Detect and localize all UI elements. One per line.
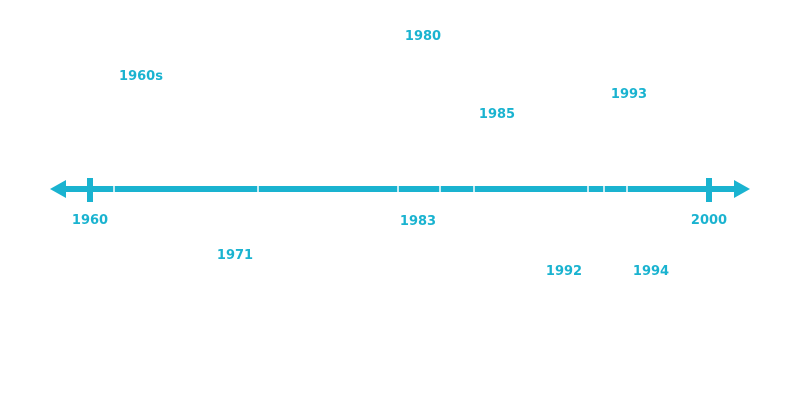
axis-end-label: 2000 bbox=[691, 213, 727, 228]
left-arrow-icon bbox=[50, 180, 66, 198]
event-label-1980: 1980 bbox=[405, 29, 441, 44]
event-label-1971: 1971 bbox=[217, 248, 253, 263]
event-label-1994: 1994 bbox=[633, 264, 669, 279]
event-label-1960s: 1960s bbox=[119, 69, 163, 84]
minor-ticks bbox=[113, 186, 628, 192]
event-label-1992: 1992 bbox=[546, 264, 582, 279]
event-label-1993: 1993 bbox=[611, 87, 647, 102]
event-label-1985: 1985 bbox=[479, 107, 515, 122]
start-endcap bbox=[87, 178, 93, 202]
end-endcap bbox=[706, 178, 712, 202]
event-label-1983: 1983 bbox=[400, 214, 436, 229]
axis-start-label: 1960 bbox=[72, 213, 108, 228]
right-arrow-icon bbox=[734, 180, 750, 198]
